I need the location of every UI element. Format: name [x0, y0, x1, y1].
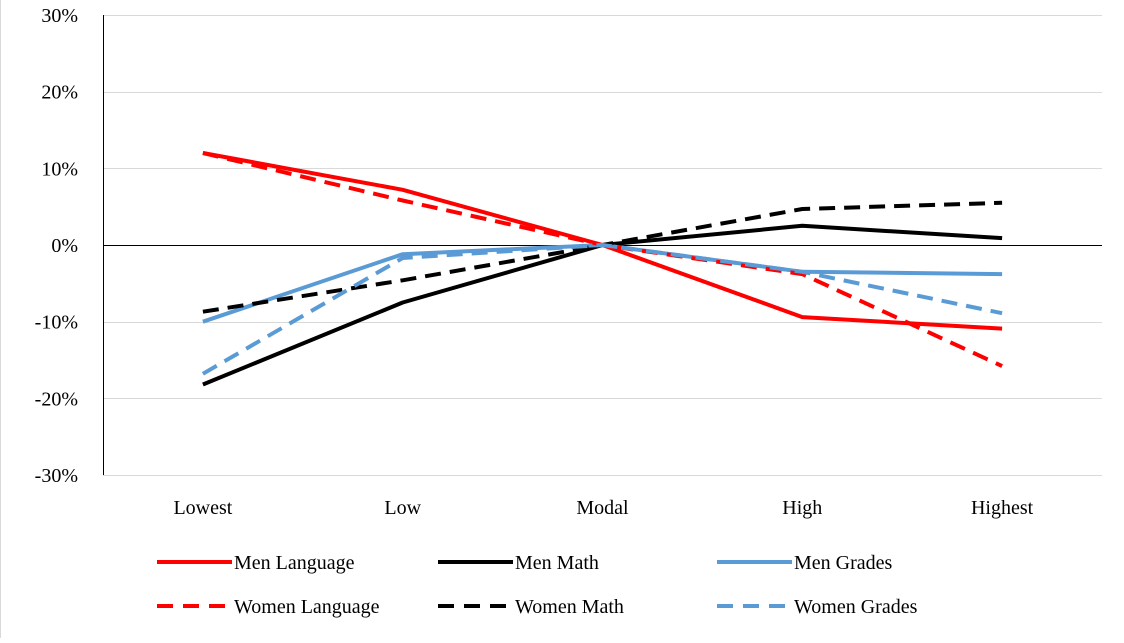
legend-label: Men Math	[515, 552, 599, 574]
legend-item: Women Grades	[717, 596, 918, 618]
series-lines	[201, 151, 1003, 387]
legend-item: Women Math	[438, 596, 624, 618]
legend-label: Women Grades	[794, 596, 918, 618]
y-tick-label: 10%	[41, 158, 78, 180]
x-tick-label: Modal	[576, 497, 629, 519]
legend-label: Men Grades	[794, 552, 893, 574]
series-line-men-grades	[202, 243, 1003, 324]
y-tick-label: 20%	[41, 82, 78, 104]
y-tick-label: -30%	[35, 465, 78, 487]
legend-label: Men Language	[234, 552, 355, 574]
series-line-women-grades	[201, 243, 1003, 376]
legend-item: Men Grades	[717, 552, 893, 574]
x-tick-label: Low	[384, 497, 421, 519]
x-tick-labels: Lowest Low Modal High Highest	[173, 497, 1033, 519]
legend-label: Women Math	[515, 596, 624, 618]
legend-item: Men Math	[438, 552, 599, 574]
y-tick-label: 0%	[51, 235, 78, 257]
legend: Men Language Men Math Men Grades Women Lang…	[157, 552, 918, 618]
x-tick-label: Lowest	[173, 497, 232, 519]
y-tick-label: 30%	[41, 5, 78, 27]
x-tick-label: Highest	[971, 497, 1034, 519]
y-tick-labels: 30% 20% 10% 0% -10% -20% -30%	[35, 5, 78, 487]
y-tick-label: -20%	[35, 388, 78, 410]
legend-label: Women Language	[234, 596, 380, 618]
y-tick-label: -10%	[35, 312, 78, 334]
gridlines	[103, 15, 1102, 476]
series-line-women-math	[202, 200, 1003, 314]
x-tick-label: High	[782, 497, 822, 519]
legend-item: Men Language	[157, 552, 355, 574]
legend-item: Women Language	[157, 596, 380, 618]
